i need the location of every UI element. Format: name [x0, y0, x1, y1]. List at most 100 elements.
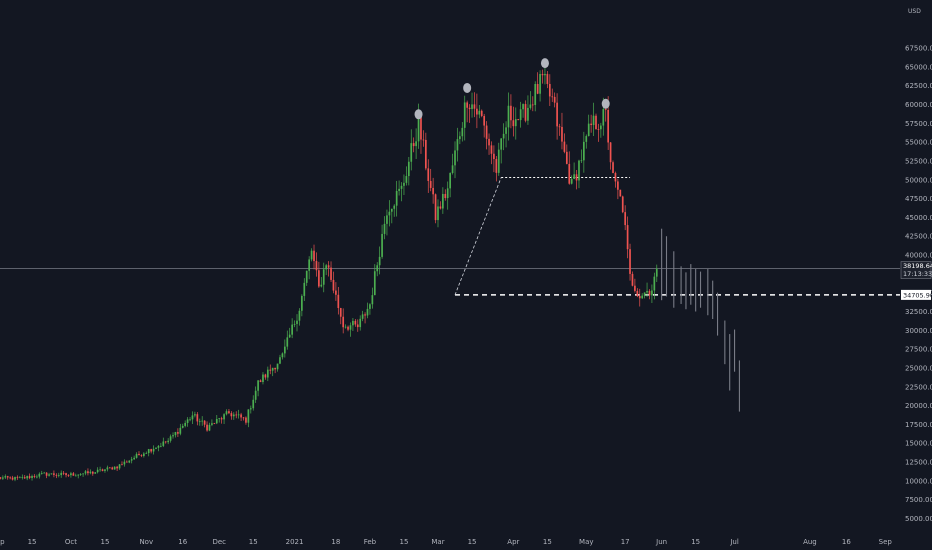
candle-body [186, 419, 189, 423]
candle [266, 366, 269, 382]
candle-body [561, 126, 563, 142]
peak-marker[interactable] [463, 82, 472, 93]
candle [531, 96, 534, 112]
candle [600, 122, 602, 138]
candle-body [140, 455, 143, 456]
candle-body [330, 267, 332, 280]
candle-body [403, 182, 405, 186]
candle-body [31, 476, 33, 478]
candle [89, 469, 92, 475]
y-tick-label: 22500.00 [905, 383, 932, 391]
candle [286, 330, 289, 350]
candle [546, 70, 549, 89]
peak-marker[interactable] [601, 98, 610, 109]
x-tick-label: May [579, 538, 593, 546]
candle [597, 123, 600, 142]
candle [237, 409, 240, 419]
candle-body [269, 369, 272, 371]
candle-body [62, 472, 65, 474]
candle [575, 170, 578, 190]
candle-body [108, 467, 111, 469]
candle [218, 418, 221, 423]
candle [412, 137, 415, 153]
candle-body [28, 476, 31, 478]
candle [87, 468, 89, 476]
candle [135, 452, 138, 459]
candle [91, 471, 94, 476]
candle [245, 416, 247, 425]
candle [500, 138, 503, 164]
candle [354, 319, 357, 327]
candle [281, 352, 284, 360]
candle [619, 189, 622, 197]
candle-body [106, 467, 109, 470]
candle [184, 420, 187, 428]
candle-body [643, 292, 646, 296]
candle [160, 442, 162, 448]
peak-marker[interactable] [414, 109, 423, 120]
candle-body [40, 473, 43, 474]
time-axis[interactable]: Sep 15 Oct 15 Nov 16 Dec 15 2021 18 Feb 15 Mar 15 Apr 1… [0, 538, 892, 546]
candle [378, 246, 381, 275]
candle [403, 174, 405, 196]
candle [291, 318, 293, 339]
candle-body [77, 474, 80, 476]
candle-body [505, 127, 507, 134]
candle-body [393, 205, 396, 209]
candle-body [48, 474, 50, 476]
x-tick-label: Apr [507, 538, 519, 546]
candle-body [424, 139, 427, 169]
candle-body [648, 290, 651, 296]
peak-marker[interactable] [540, 58, 549, 69]
x-tick-label: Dec [212, 538, 226, 546]
y-tick-label: 30000.00 [905, 327, 932, 335]
candle [106, 465, 109, 472]
candle-body [541, 73, 544, 76]
candle [40, 470, 43, 475]
current-price-box [900, 261, 932, 279]
x-tick-label: 18 [331, 538, 340, 546]
candle-body [218, 418, 221, 419]
x-tick-label: 15 [249, 538, 258, 546]
candle-body [337, 294, 340, 309]
candle-body [634, 285, 636, 291]
candle [617, 178, 619, 200]
candle [356, 319, 359, 332]
candle-body [99, 469, 101, 471]
candle-body [592, 115, 595, 126]
candle-body [191, 415, 194, 420]
candle-body [512, 120, 515, 127]
candle [352, 317, 354, 332]
candle [427, 159, 430, 193]
candle-body [242, 417, 245, 419]
candle-body [325, 265, 328, 270]
candle [561, 112, 563, 150]
candle-body [344, 326, 347, 328]
candle-body [94, 472, 97, 474]
candle [609, 141, 612, 170]
candle-body [123, 461, 126, 465]
candle-body [274, 367, 276, 370]
candle-body [167, 440, 170, 443]
candle-body [87, 471, 89, 474]
candle [133, 455, 135, 460]
candle-body [70, 473, 72, 476]
candle [23, 474, 26, 479]
candle-body [614, 173, 617, 182]
x-tick-label: 16 [178, 538, 187, 546]
candle-body [386, 215, 388, 224]
candle-body [519, 109, 522, 121]
candle [130, 456, 133, 464]
candle [327, 261, 330, 277]
candle-body [130, 459, 133, 461]
candle-body [590, 123, 592, 126]
candle [612, 160, 614, 174]
candle-body [366, 308, 369, 316]
candle [325, 263, 328, 276]
candle [2, 475, 4, 481]
diagonal-connector[interactable] [454, 177, 502, 296]
candle-body [578, 160, 580, 181]
candle [45, 472, 48, 479]
candle-body [111, 467, 114, 470]
